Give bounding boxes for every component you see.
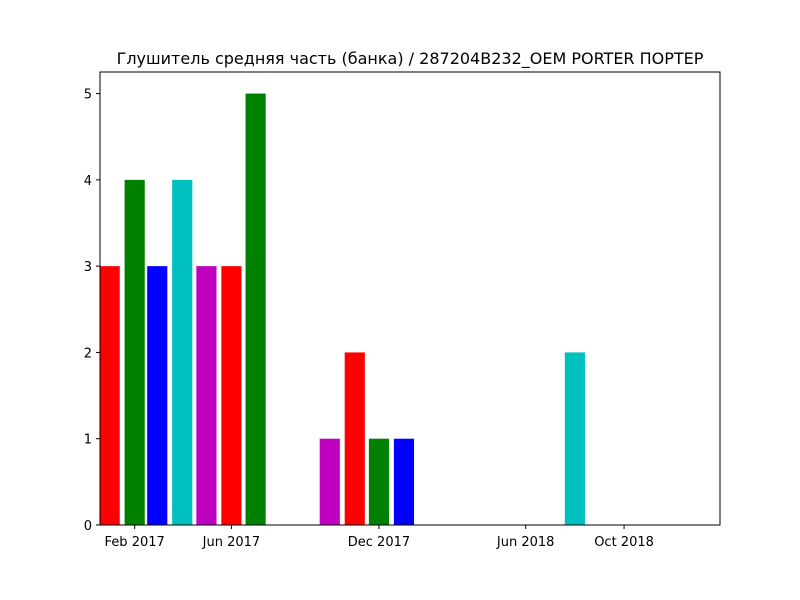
plot-frame	[99, 71, 721, 526]
bar-2017-03-01	[147, 266, 168, 525]
bar-2017-11-01	[344, 352, 365, 525]
bar-2017-10-01	[319, 438, 340, 525]
y-tick-label: 5	[84, 88, 92, 103]
bar-2017-02-01	[124, 179, 145, 526]
x-tick-label: Jun 2017	[202, 535, 261, 550]
bar-2018-08-01	[564, 352, 585, 525]
bars-layer	[99, 93, 585, 526]
chart-title: Глушитель средняя часть (банка) / 287204…	[117, 49, 704, 69]
x-tick-label: Oct 2018	[594, 535, 654, 550]
bar-2017-04-01	[172, 179, 193, 526]
y-tick-label: 4	[84, 174, 92, 189]
y-tick-label: 0	[84, 519, 92, 534]
bar-2017-01-01	[99, 266, 120, 525]
x-tick-label: Dec 2017	[348, 535, 410, 550]
y-tick-label: 3	[84, 260, 92, 275]
bar-2017-05-01	[196, 266, 217, 525]
x-tick-label: Jun 2018	[496, 535, 555, 550]
x-tick-label: Feb 2017	[105, 535, 165, 550]
y-axis: 0 1 2 3 4 5	[84, 88, 100, 534]
y-tick-label: 2	[84, 346, 92, 361]
x-axis: Feb 2017 Jun 2017 Dec 2017 Jun 2018 Oct 2018	[105, 525, 654, 550]
y-tick-label: 1	[84, 433, 92, 448]
bar-2017-12-01	[368, 438, 390, 525]
bar-2017-06-01	[221, 266, 242, 525]
bar-2017-07-01	[245, 93, 266, 525]
bar-2018-01-01	[393, 438, 415, 525]
